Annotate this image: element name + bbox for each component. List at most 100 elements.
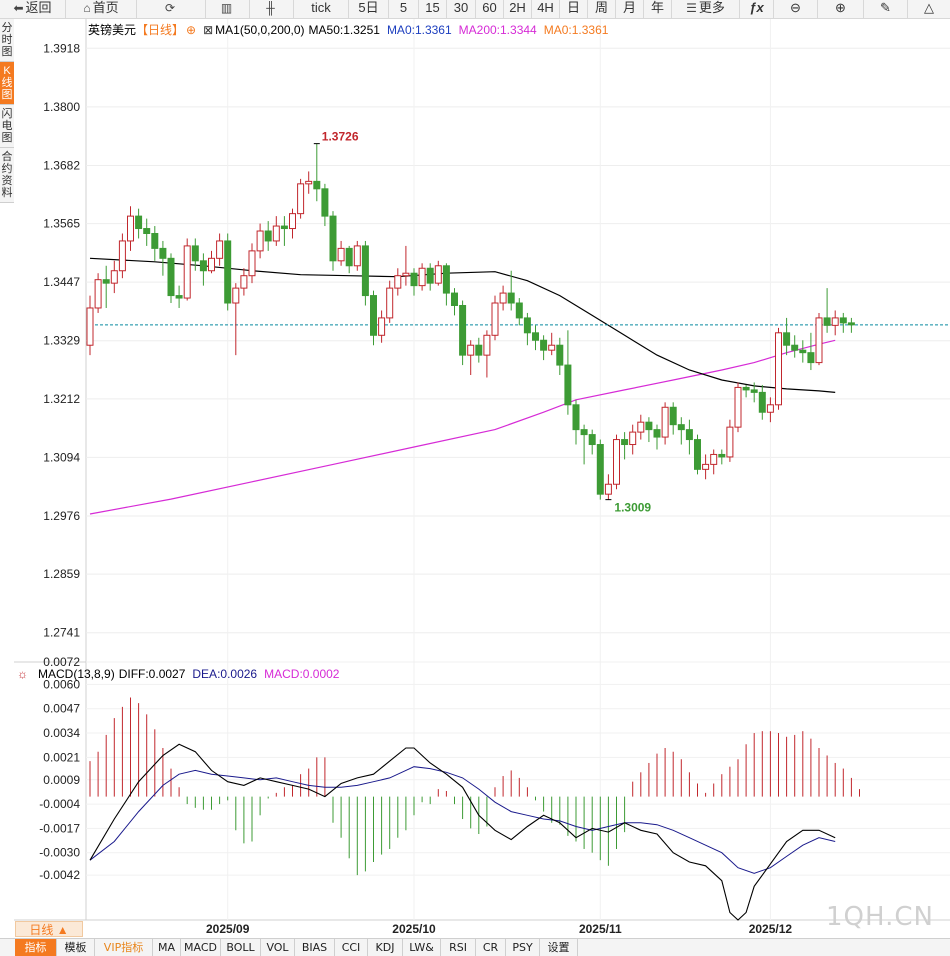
candle-body [442,265,450,294]
tab-vol[interactable]: VOL [261,939,295,956]
formula-button[interactable]: ƒx [740,0,774,18]
price-tick-label: 1.2741 [43,626,80,640]
period-5d-button[interactable]: 5日 [349,0,389,18]
candle-body [823,317,831,326]
candle-body [297,183,305,215]
zoom-out-icon: ⊖ [790,0,801,15]
tab-template[interactable]: 模板 [57,939,95,956]
tab-kline[interactable]: K线图 [0,62,14,105]
ma200-line [89,339,836,515]
candle-body [596,444,604,495]
candle-body [839,317,847,324]
macd-settings-icon[interactable]: ☼ [17,667,28,681]
candle-body [232,287,240,304]
back-button[interactable]: ⬅ 返回 [0,0,66,18]
ma50-value: MA50:1.3251 [308,23,380,37]
tab-cr[interactable]: CR [476,939,506,956]
period-2h-button[interactable]: 2H [504,0,532,18]
candle-body [208,257,215,272]
tab-timeshare[interactable]: 分时图 [0,19,14,62]
pencil-icon: ✎ [880,0,891,15]
macd-tick-label: 0.0009 [43,773,80,787]
macd-tick-label: -0.0017 [39,821,80,835]
candle-body [410,272,418,287]
tab-psy[interactable]: PSY [506,939,540,956]
triangle-button[interactable]: △ [908,0,950,18]
period-label: 月 [622,0,636,15]
main-legend: 英镑美元【日线】 ⊕ ⊠ MA1(50,0,200,0) MA50:1.3251 MA0:… [88,21,615,38]
period-label: 4H [537,0,554,15]
candlestick-icon: ╫ [266,1,275,15]
candle-body [475,344,483,356]
candle-body [451,292,458,306]
bar-chart-icon: ▥ [220,1,233,15]
period-selector[interactable]: 日线 ▲ [15,921,83,937]
back-arrow-icon: ⬅ [13,1,24,15]
candle-body [694,439,701,470]
tick-button[interactable]: tick [294,0,349,18]
refresh-button[interactable]: ⟳ [137,0,206,18]
candle-body [151,232,159,249]
kline-type-button[interactable]: ▥ [206,0,250,18]
macd-tick-label: 0.0072 [43,655,80,669]
period-year-button[interactable]: 年 [644,0,672,18]
candle-body [556,344,564,366]
more-button[interactable]: ☰ 更多 [672,0,740,18]
period-label: 2H [509,0,526,15]
candle-body [661,406,669,438]
candle-body [289,213,296,230]
tab-vip-indicator[interactable]: VIP指标 [95,939,153,956]
tab-cci[interactable]: CCI [335,939,368,956]
period-day-button[interactable]: 日 [560,0,588,18]
tab-settings[interactable]: 设置 [540,939,578,956]
settings-icon[interactable]: ⊕ [186,23,197,37]
candle-body [507,292,515,304]
period-label: 5 [399,0,408,15]
indicator-icon[interactable]: ⊠ [203,23,214,37]
tab-kdj[interactable]: KDJ [368,939,403,956]
zoom-in-button[interactable]: ⊕ [818,0,864,18]
home-button[interactable]: ⌂ 首页 [66,0,137,18]
tab-contract-info[interactable]: 合约资料 [0,148,14,203]
tab-bias[interactable]: BIAS [295,939,335,956]
period-5-button[interactable]: 5 [389,0,419,18]
zoom-out-button[interactable]: ⊖ [774,0,818,18]
tab-rsi[interactable]: RSI [441,939,476,956]
period-4h-button[interactable]: 4H [532,0,560,18]
period-week-button[interactable]: 周 [588,0,616,18]
candle-body [742,386,750,391]
diff-line [89,743,836,921]
side-tabs: 分时图 K线图 闪电图 合约资料 [0,19,14,203]
tab-flash[interactable]: 闪电图 [0,105,14,148]
candle-body [118,240,126,272]
tab-ma[interactable]: MA [153,939,181,956]
tab-macd[interactable]: MACD [181,939,221,956]
candle-body [321,188,329,217]
candle-type-button[interactable]: ╫ [250,0,294,18]
menu-icon: ☰ [686,1,697,15]
period-15-button[interactable]: 15 [419,0,447,18]
price-tick-label: 1.3094 [43,450,80,464]
candle-body [313,180,321,190]
candle-body [669,406,677,426]
price-tick-label: 1.3918 [43,41,80,55]
low-marker-label: 1.3009 [614,501,651,515]
draw-button[interactable]: ✎ [864,0,908,18]
tab-lw[interactable]: LW& [403,939,441,956]
candle-body [248,250,256,277]
period-month-button[interactable]: 月 [616,0,644,18]
candle-body [807,352,815,364]
tab-indicator[interactable]: 指标 [15,939,57,956]
candle-body [491,302,499,336]
period-60-button[interactable]: 60 [476,0,504,18]
candle-body [175,295,183,299]
candle-body [224,240,232,304]
home-label: 首页 [92,0,119,15]
candle-body [370,295,377,336]
candle-body [143,228,151,234]
tab-boll[interactable]: BOLL [221,939,261,956]
candle-body [758,391,766,413]
period-30-button[interactable]: 30 [447,0,476,18]
candle-body [783,332,791,346]
